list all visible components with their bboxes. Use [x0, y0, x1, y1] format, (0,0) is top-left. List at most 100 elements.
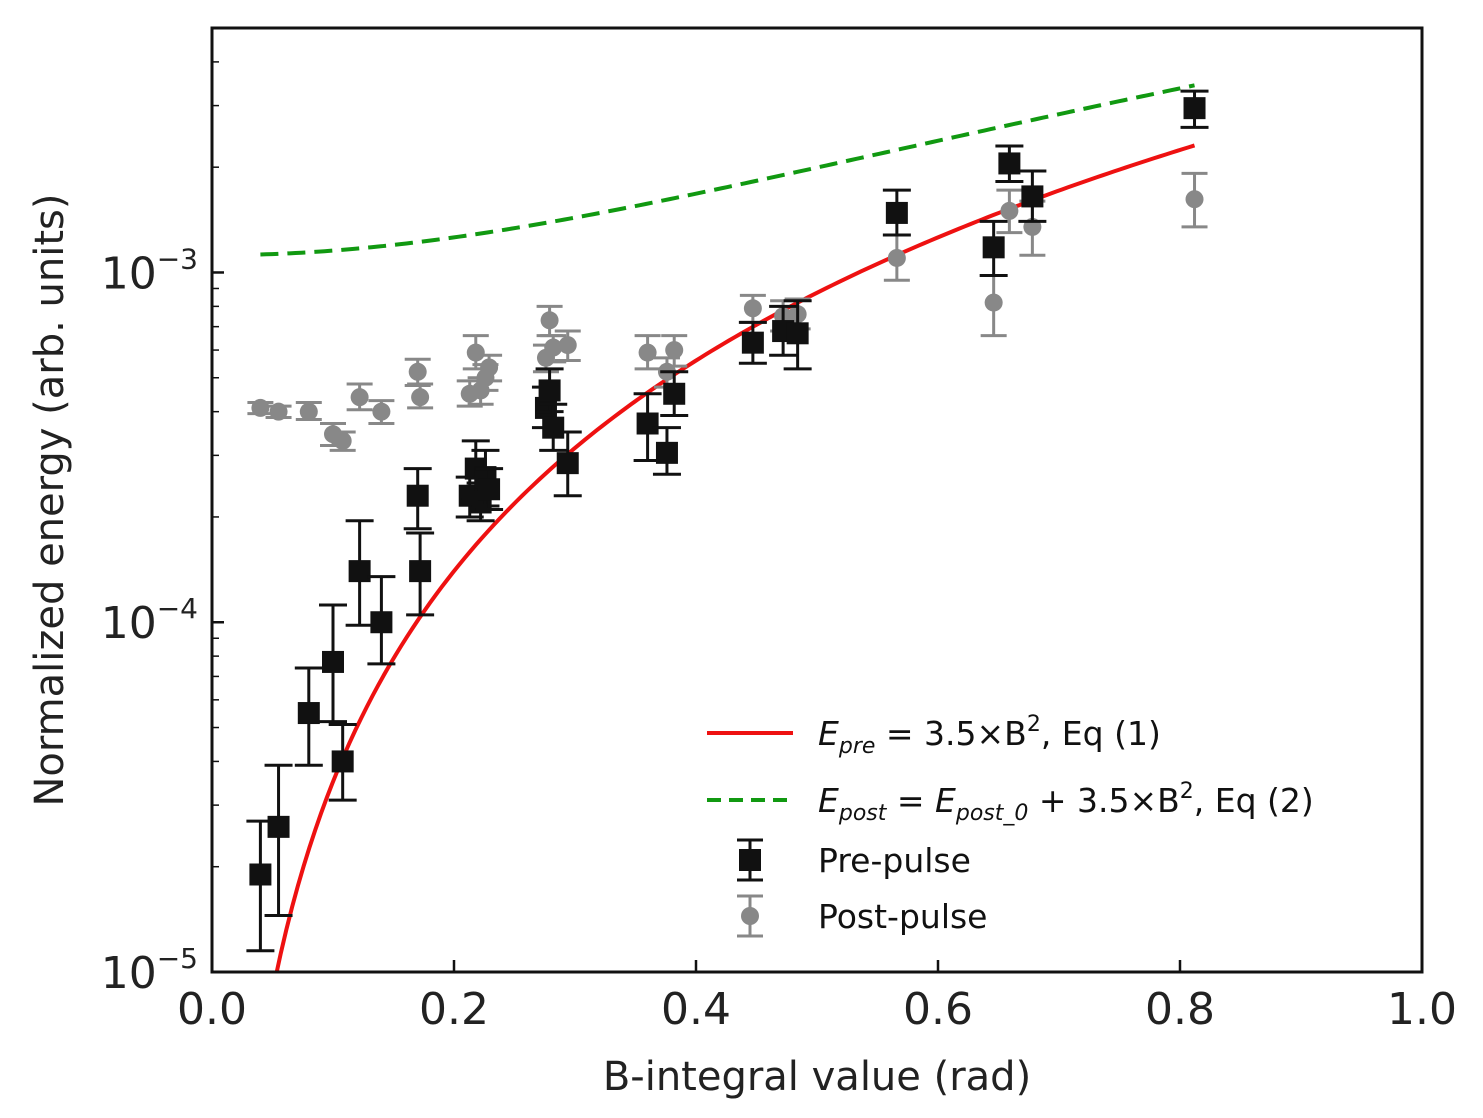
post-pulse-point: [404, 357, 431, 388]
legend: Epre = 3.5×B2, Eq (1) Epost = Epost_0 + 3…: [707, 712, 1314, 938]
post-pulse-marker: [887, 248, 906, 267]
pre-pulse-point: [660, 370, 689, 418]
post-pulse-marker: [544, 338, 563, 357]
x-tick-label: 0.2: [419, 984, 489, 1035]
pre-pulse-marker: [478, 478, 501, 501]
x-tick-label: 0.4: [661, 984, 731, 1035]
post-pulse-point: [661, 334, 688, 368]
pre-pulse-marker: [885, 201, 908, 224]
post-pulse-marker: [1185, 190, 1204, 209]
pre-pulse-marker: [331, 750, 354, 773]
pre-pulse-marker: [406, 484, 429, 507]
legend-item: Post-pulse: [737, 894, 987, 938]
post-pulse-marker: [269, 402, 288, 421]
legend-square-marker: [739, 849, 761, 871]
fit-post-line: [260, 83, 1195, 257]
pre-pulse-point: [294, 666, 323, 767]
post-pulse-marker: [665, 341, 684, 360]
y-axis-title: Normalized energy (arb. units): [27, 194, 73, 807]
pre-pulse-marker: [538, 379, 561, 402]
post-pulse-marker: [540, 311, 559, 330]
post-pulse-point: [368, 399, 395, 426]
fit-curves: [260, 83, 1196, 972]
pre-pulse-marker: [267, 815, 290, 838]
pre-pulse-marker: [655, 441, 678, 464]
y-tick-label: 10−3: [101, 242, 198, 299]
post-pulse-marker: [558, 336, 577, 355]
pre-pulse-marker: [998, 152, 1021, 175]
pre-pulse-marker: [409, 560, 432, 583]
legend-item: Pre-pulse: [737, 838, 971, 882]
legend-item: Epost = Epost_0 + 3.5×B2, Eq (2): [707, 779, 1314, 826]
pre-pulse-point: [475, 467, 504, 512]
x-tick-label: 1.0: [1387, 984, 1457, 1035]
legend-item: Epre = 3.5×B2, Eq (1): [707, 712, 1161, 759]
post-pulse-marker: [350, 388, 369, 407]
post-pulse-point: [739, 293, 766, 324]
pre-pulse-marker: [370, 611, 393, 634]
pre-pulse-marker: [322, 650, 344, 673]
pre-pulse-point: [1018, 169, 1047, 223]
pre-pulse-marker: [542, 416, 565, 439]
post-pulse-marker: [638, 343, 657, 362]
post-pulse-point: [476, 353, 503, 383]
post-pulse-point: [329, 430, 356, 452]
pre-pulse-point: [264, 763, 293, 918]
legend-label-pre-pulse: Pre-pulse: [818, 841, 971, 880]
post-pulse-point: [996, 188, 1023, 235]
pre-pulse-marker: [249, 863, 272, 886]
pre-pulse-point: [345, 519, 374, 627]
post-pulse-marker: [984, 293, 1003, 312]
pre-pulse-marker: [1183, 97, 1206, 120]
data-points: [246, 89, 1209, 953]
pre-pulse-point: [738, 320, 767, 365]
post-pulse-point: [554, 329, 581, 363]
pre-pulse-point: [367, 575, 396, 666]
post-pulse-point: [407, 382, 434, 410]
pre-pulse-marker: [741, 331, 764, 354]
x-tick-label: 0.6: [903, 984, 973, 1035]
pre-pulse-point: [652, 426, 681, 476]
post-pulse-marker: [411, 388, 430, 407]
pre-pulse-marker: [982, 236, 1005, 259]
pre-pulse-marker: [1021, 185, 1044, 208]
pre-pulse-point: [979, 219, 1008, 278]
post-pulse-marker: [743, 299, 762, 318]
legend-equation: Epost = Epost_0 + 3.5×B2, Eq (2): [818, 779, 1314, 826]
x-tick-label: 0.8: [1145, 984, 1215, 1035]
pre-pulse-marker: [297, 702, 320, 725]
post-pulse-point: [980, 274, 1007, 338]
legend-label-post-pulse: Post-pulse: [818, 897, 987, 936]
post-pulse-marker: [372, 402, 391, 421]
pre-pulse-point: [882, 188, 911, 237]
pre-pulse-marker: [534, 396, 557, 419]
plot-frame: [210, 26, 1424, 974]
x-tick-label: 0.0: [177, 984, 247, 1035]
post-pulse-marker: [466, 343, 485, 362]
post-pulse-point: [295, 400, 322, 421]
pre-pulse-point: [406, 531, 435, 617]
pre-pulse-point: [319, 603, 347, 724]
pre-pulse-marker: [663, 382, 686, 405]
pre-pulse-marker: [786, 322, 809, 345]
axis-ticks: 0.0 0.2 0.4 0.6 0.8 1.0 10−5 10−4 10−3: [101, 27, 1457, 1035]
post-pulse-point: [1181, 171, 1208, 229]
post-pulse-marker: [333, 431, 352, 450]
post-pulse-point: [346, 382, 373, 412]
x-axis-title: B-integral value (rad): [603, 1054, 1031, 1100]
pre-pulse-point: [403, 467, 432, 531]
pre-pulse-point: [1180, 89, 1209, 129]
y-tick-label: 10−4: [101, 592, 198, 649]
pre-pulse-marker: [636, 412, 659, 435]
pre-pulse-point: [783, 299, 812, 371]
post-pulse-marker: [1000, 201, 1019, 220]
post-pulse-marker: [480, 358, 499, 377]
post-pulse-marker: [408, 362, 427, 381]
pre-pulse-marker: [348, 560, 371, 583]
pre-pulse-marker: [556, 452, 579, 475]
y-tick-label: 10−5: [101, 942, 198, 999]
legend-equation: Epre = 3.5×B2, Eq (1): [818, 712, 1161, 759]
post-pulse-marker: [299, 402, 318, 421]
pre-pulse-point: [246, 819, 275, 953]
